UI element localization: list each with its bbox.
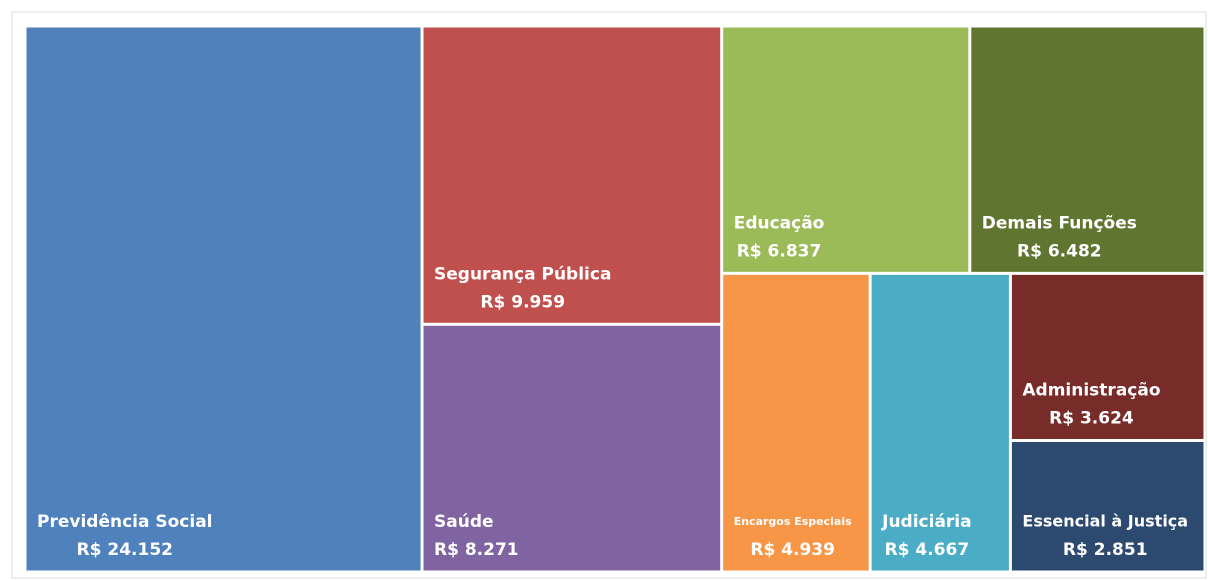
value-label: R$ 9.959 bbox=[480, 292, 565, 312]
value-label: R$ 4.939 bbox=[750, 540, 835, 560]
cell-label: Encargos Especiais bbox=[734, 515, 852, 528]
cell-label: Judiciária bbox=[881, 512, 971, 532]
cell-label: Previdência Social bbox=[37, 512, 213, 532]
treemap-cell bbox=[1011, 442, 1204, 571]
treemap-cell bbox=[26, 27, 421, 571]
cell-label: Essencial à Justiça bbox=[1022, 512, 1188, 531]
value-label: R$ 6.482 bbox=[1017, 241, 1102, 261]
value-label: R$ 2.851 bbox=[1063, 540, 1148, 560]
value-label: R$ 3.624 bbox=[1049, 409, 1134, 429]
value-label: R$ 4.667 bbox=[885, 540, 970, 560]
treemap-cell bbox=[423, 27, 721, 323]
cell-label: Administração bbox=[1022, 381, 1160, 401]
value-label: R$ 6.837 bbox=[737, 241, 822, 261]
treemap-cell bbox=[1011, 274, 1204, 440]
treemap-cell bbox=[423, 325, 721, 571]
cell-label: Segurança Pública bbox=[434, 264, 611, 284]
cell-label: Demais Funções bbox=[982, 213, 1137, 233]
treemap-cell bbox=[871, 274, 1009, 571]
treemap-cell bbox=[971, 27, 1204, 272]
value-label: R$ 24.152 bbox=[77, 540, 173, 560]
cell-label: Educação bbox=[734, 213, 825, 233]
value-label: R$ 8.271 bbox=[434, 540, 519, 560]
treemap-cell bbox=[723, 274, 869, 571]
treemap-cell bbox=[723, 27, 969, 272]
cell-label: Saúde bbox=[434, 512, 494, 532]
